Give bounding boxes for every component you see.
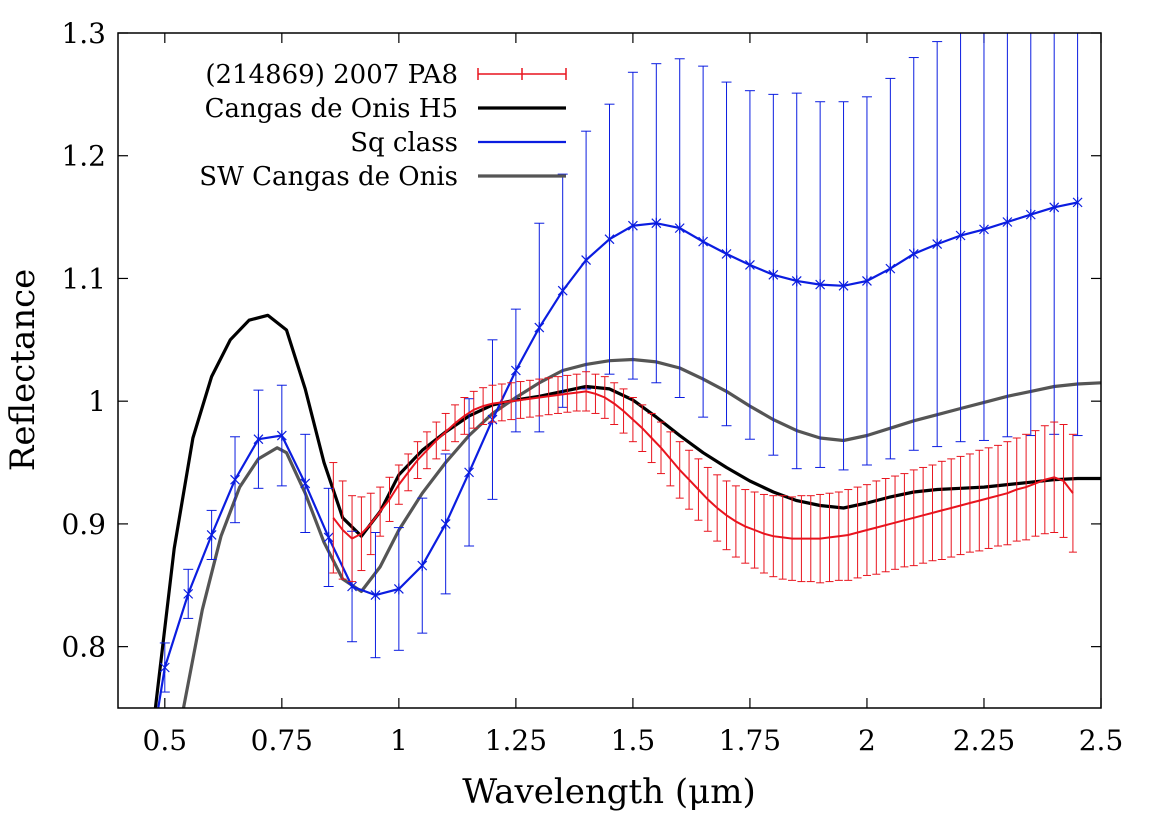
x-tick-label: 2 <box>858 724 876 757</box>
y-tick-label: 0.9 <box>61 508 106 541</box>
data-point-marker <box>1025 209 1036 221</box>
x-axis-ticks: 0.5 0.75 1 1.25 1.5 1.75 2 2.25 2.5 <box>143 33 1124 757</box>
data-point-marker <box>534 322 545 334</box>
data-point-marker <box>698 236 709 248</box>
data-point-marker <box>1049 201 1060 213</box>
y-axis-ticks: 0.8 0.9 1 1.1 1.2 1.3 <box>61 17 1101 664</box>
data-point-marker <box>206 529 217 541</box>
plot-frame <box>117 32 1102 709</box>
series-line <box>332 390 1074 540</box>
y-axis-title: Reflectance <box>3 269 43 472</box>
data-point-marker <box>604 233 615 245</box>
x-tick-label: 2.25 <box>953 724 1015 757</box>
data-point-marker <box>791 275 802 287</box>
data-point-marker <box>510 365 521 376</box>
data-point-marker <box>323 531 334 543</box>
data-point-marker <box>300 477 311 489</box>
data-point-marker <box>908 248 919 260</box>
data-point-marker <box>230 474 240 486</box>
x-tick-label: 1 <box>390 724 408 757</box>
data-point-marker <box>1072 196 1083 208</box>
x-tick-label: 1.5 <box>611 724 656 757</box>
y-tick-label: 1.1 <box>61 262 106 295</box>
data-point-marker <box>955 230 966 241</box>
data-point-marker <box>651 217 662 229</box>
data-point-marker <box>627 220 638 232</box>
data-point-marker <box>276 430 287 442</box>
data-point-marker <box>370 589 381 601</box>
legend-label: SW Cangas de Onis <box>199 162 458 192</box>
series-214869-2007-pa8 <box>329 371 1077 584</box>
x-axis-title: Wavelength (μm) <box>462 772 755 812</box>
data-point-marker <box>557 285 568 297</box>
legend-item: Cangas de Onis H5 <box>205 94 566 124</box>
data-point-marker <box>932 238 943 250</box>
data-point-marker <box>253 433 264 445</box>
plot-area <box>153 33 1101 708</box>
x-tick-label: 1.25 <box>485 724 547 757</box>
legend-item: SW Cangas de Onis <box>199 162 566 192</box>
data-point-marker <box>159 662 170 673</box>
legend-label: Cangas de Onis H5 <box>205 94 458 124</box>
data-point-marker <box>768 269 779 281</box>
y-tick-label: 1.2 <box>61 140 106 173</box>
data-point-marker <box>393 583 404 595</box>
x-tick-label: 1.75 <box>719 724 781 757</box>
y-tick-label: 1.3 <box>61 17 106 50</box>
data-point-marker <box>745 259 755 271</box>
y-tick-label: 1 <box>88 385 106 418</box>
legend: (214869) 2007 PA8 Cangas de Onis H5 Sq cla… <box>199 60 567 192</box>
legend-item: Sq class <box>350 128 566 158</box>
legend-label: Sq class <box>350 128 458 158</box>
data-point-marker <box>183 588 194 600</box>
data-point-marker <box>464 466 474 478</box>
legend-label: (214869) 2007 PA8 <box>205 60 458 90</box>
y-tick-label: 0.8 <box>61 631 106 664</box>
data-point-marker <box>1002 216 1013 228</box>
data-point-marker <box>440 518 451 530</box>
data-point-marker <box>581 254 592 266</box>
data-point-marker <box>838 280 849 292</box>
data-point-marker <box>815 279 826 291</box>
data-point-marker <box>979 223 989 235</box>
data-point-marker <box>721 248 732 260</box>
series-line <box>153 313 1101 708</box>
x-tick-label: 0.5 <box>143 724 188 757</box>
data-point-marker <box>862 275 872 287</box>
series-sq-class <box>157 33 1083 708</box>
data-point-marker <box>885 263 896 275</box>
x-tick-label: 0.75 <box>251 724 313 757</box>
data-point-marker <box>347 581 357 592</box>
x-tick-label: 2.5 <box>1079 724 1124 757</box>
legend-item: (214869) 2007 PA8 <box>205 60 567 90</box>
series-cangas-de-onis-h5 <box>153 313 1101 708</box>
data-point-marker <box>674 222 685 234</box>
data-point-marker <box>417 560 428 572</box>
